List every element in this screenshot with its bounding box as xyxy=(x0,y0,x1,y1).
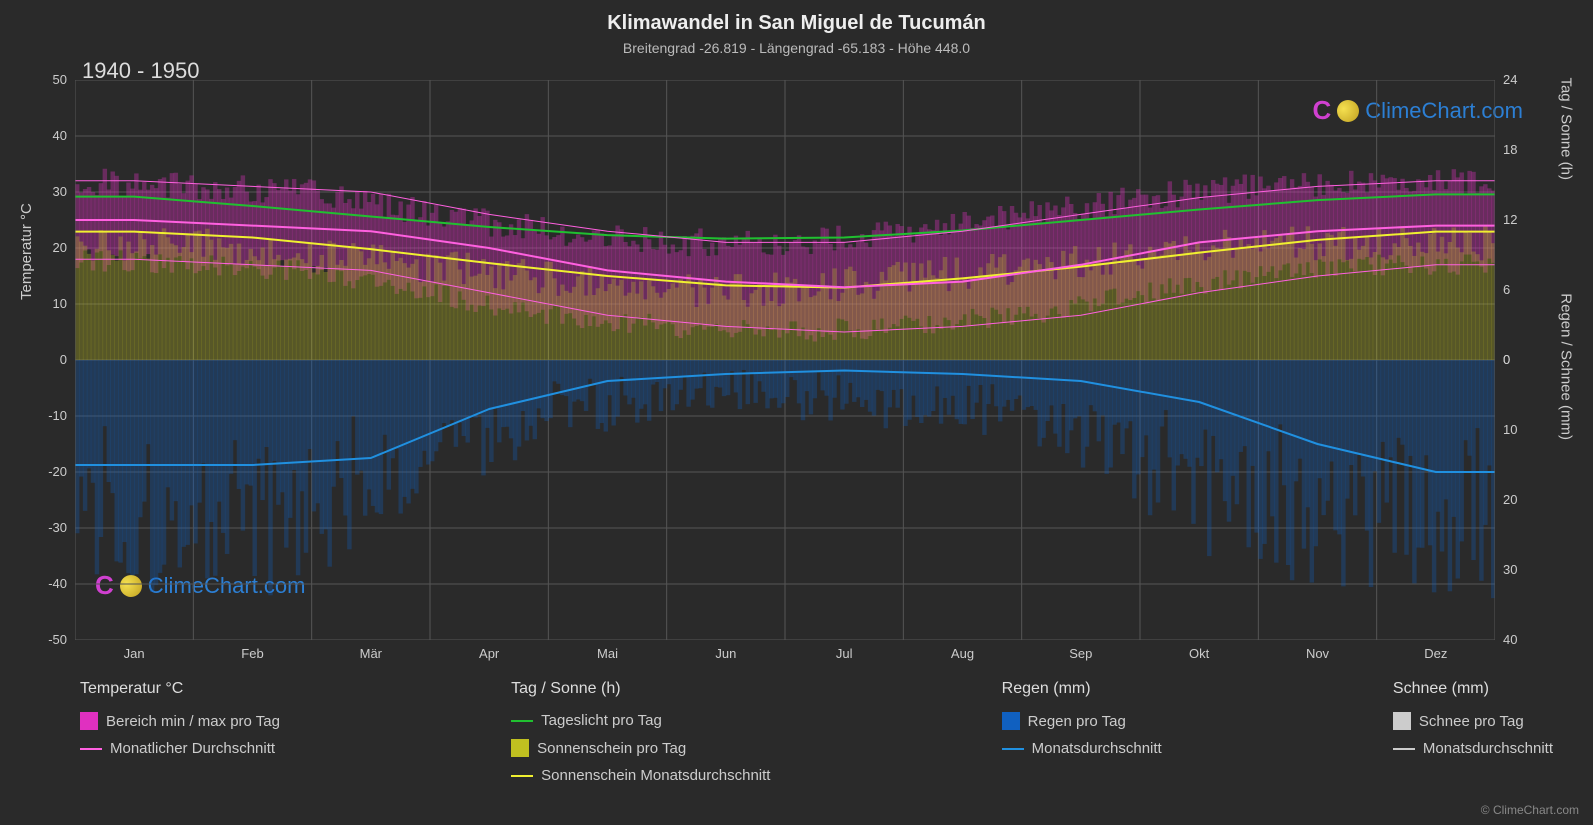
legend-item: Schnee pro Tag xyxy=(1393,712,1553,730)
legend-header: Regen (mm) xyxy=(1002,680,1162,698)
right-bottom-tick: 40 xyxy=(1503,632,1533,647)
right-top-tick: 6 xyxy=(1503,282,1533,297)
swatch-line-icon xyxy=(1002,748,1024,750)
month-tick: Mai xyxy=(588,646,628,661)
swatch-line-icon xyxy=(80,748,102,750)
right-top-tick: 18 xyxy=(1503,142,1533,157)
right-bottom-tick: 30 xyxy=(1503,562,1533,577)
legend-label: Monatsdurchschnitt xyxy=(1032,740,1162,757)
legend: Temperatur °C Bereich min / max pro Tag Mo… xyxy=(80,680,1553,784)
swatch-line-icon xyxy=(1393,748,1415,750)
month-tick: Nov xyxy=(1298,646,1338,661)
right-axis-title-top: Tag / Sonne (h) xyxy=(1558,77,1575,180)
right-bottom-tick: 20 xyxy=(1503,492,1533,507)
legend-col-temp: Temperatur °C Bereich min / max pro Tag Mo… xyxy=(80,680,280,784)
legend-label: Bereich min / max pro Tag xyxy=(106,713,280,730)
legend-item: Bereich min / max pro Tag xyxy=(80,712,280,730)
left-axis-title: Temperatur °C xyxy=(18,203,35,300)
month-tick: Jun xyxy=(706,646,746,661)
right-axis-title-bottom: Regen / Schnee (mm) xyxy=(1558,293,1575,440)
chart-title: Klimawandel in San Miguel de Tucumán xyxy=(0,12,1593,35)
legend-item: Regen pro Tag xyxy=(1002,712,1162,730)
swatch-box-icon xyxy=(80,712,98,730)
month-tick: Jul xyxy=(824,646,864,661)
legend-header: Tag / Sonne (h) xyxy=(511,680,770,698)
month-tick: Okt xyxy=(1179,646,1219,661)
legend-label: Schnee pro Tag xyxy=(1419,713,1524,730)
legend-item: Sonnenschein pro Tag xyxy=(511,739,770,757)
legend-label: Regen pro Tag xyxy=(1028,713,1126,730)
climate-chart: Klimawandel in San Miguel de Tucumán Bre… xyxy=(0,0,1593,825)
legend-col-sun: Tag / Sonne (h) Tageslicht pro Tag Sonnens… xyxy=(511,680,770,784)
chart-subtitle: Breitengrad -26.819 - Längengrad -65.183… xyxy=(0,40,1593,56)
legend-header: Schnee (mm) xyxy=(1393,680,1553,698)
copyright: © ClimeChart.com xyxy=(1481,803,1579,817)
left-tick: 30 xyxy=(37,184,67,199)
right-top-tick: 12 xyxy=(1503,212,1533,227)
legend-label: Tageslicht pro Tag xyxy=(541,712,662,729)
right-top-tick: 24 xyxy=(1503,72,1533,87)
swatch-line-icon xyxy=(511,775,533,777)
legend-label: Monatsdurchschnitt xyxy=(1423,740,1553,757)
legend-label: Monatlicher Durchschnitt xyxy=(110,740,275,757)
left-tick: 0 xyxy=(37,352,67,367)
month-tick: Jan xyxy=(114,646,154,661)
month-tick: Mär xyxy=(351,646,391,661)
left-tick: -50 xyxy=(37,632,67,647)
month-tick: Feb xyxy=(233,646,273,661)
month-tick: Sep xyxy=(1061,646,1101,661)
left-tick: 10 xyxy=(37,296,67,311)
month-tick: Dez xyxy=(1416,646,1456,661)
swatch-line-icon xyxy=(511,720,533,722)
legend-header: Temperatur °C xyxy=(80,680,280,698)
month-tick: Aug xyxy=(943,646,983,661)
legend-col-snow: Schnee (mm) Schnee pro Tag Monatsdurchschn… xyxy=(1393,680,1553,784)
right-bottom-tick: 10 xyxy=(1503,422,1533,437)
left-tick: -40 xyxy=(37,576,67,591)
right-bottom-tick: 0 xyxy=(1503,352,1533,367)
left-tick: -20 xyxy=(37,464,67,479)
month-tick: Apr xyxy=(469,646,509,661)
left-tick: -30 xyxy=(37,520,67,535)
left-tick: 50 xyxy=(37,72,67,87)
legend-item: Sonnenschein Monatsdurchschnitt xyxy=(511,767,770,784)
left-tick: 20 xyxy=(37,240,67,255)
legend-item: Monatlicher Durchschnitt xyxy=(80,740,280,757)
left-tick: 40 xyxy=(37,128,67,143)
legend-item: Tageslicht pro Tag xyxy=(511,712,770,729)
legend-item: Monatsdurchschnitt xyxy=(1002,740,1162,757)
legend-label: Sonnenschein pro Tag xyxy=(537,740,686,757)
legend-label: Sonnenschein Monatsdurchschnitt xyxy=(541,767,770,784)
swatch-box-icon xyxy=(1393,712,1411,730)
legend-col-rain: Regen (mm) Regen pro Tag Monatsdurchschnit… xyxy=(1002,680,1162,784)
swatch-box-icon xyxy=(1002,712,1020,730)
swatch-box-icon xyxy=(511,739,529,757)
legend-item: Monatsdurchschnitt xyxy=(1393,740,1553,757)
plot-svg xyxy=(75,80,1495,640)
left-tick: -10 xyxy=(37,408,67,423)
